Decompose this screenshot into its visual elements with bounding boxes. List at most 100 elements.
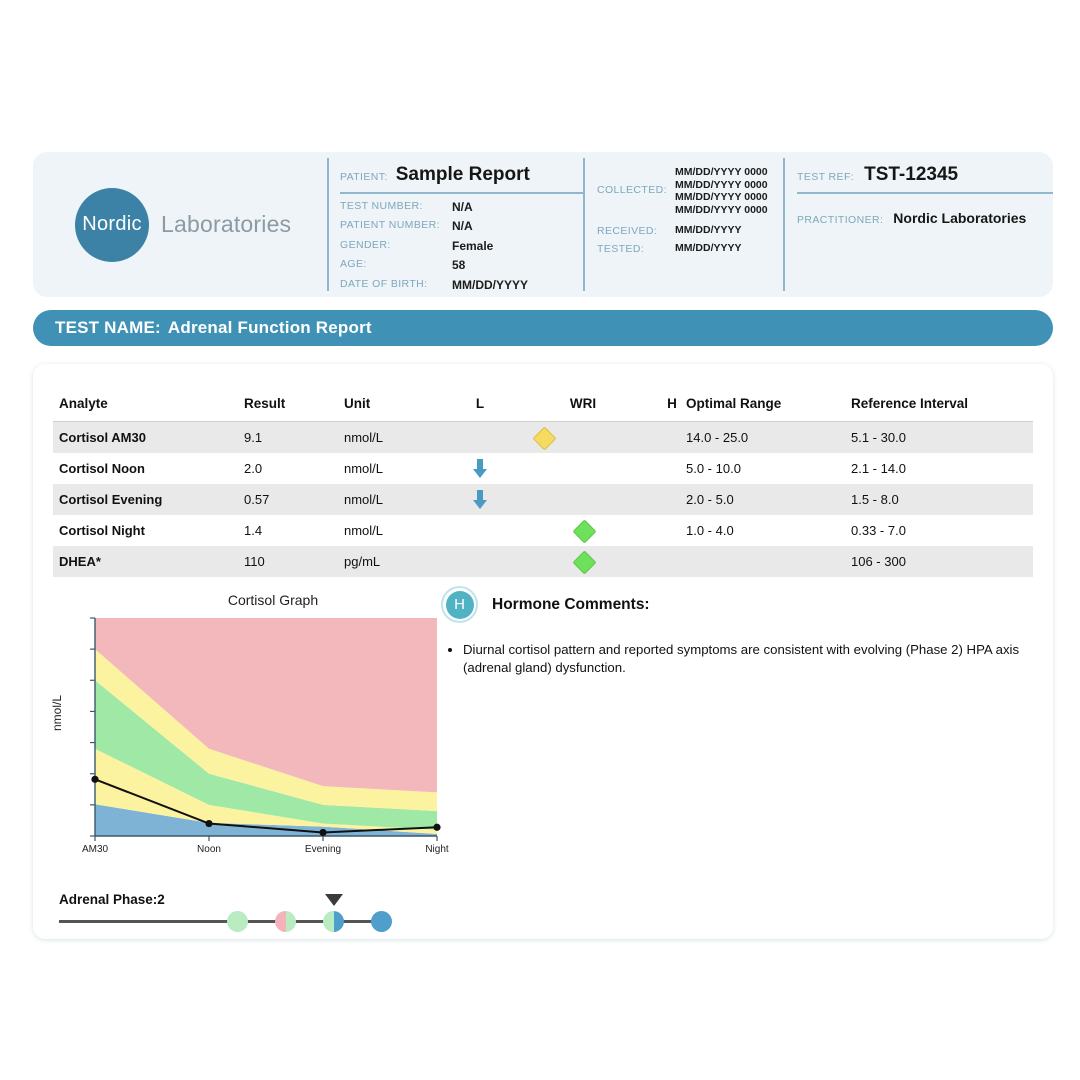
cell-result: 0.57 [244, 484, 344, 515]
collected-row: COLLECTED: MM/DD/YYYY 0000 MM/DD/YYYY 00… [597, 166, 783, 216]
dot-left-half [323, 911, 334, 932]
chart-data-point [433, 823, 441, 831]
collected-date: MM/DD/YYYY 0000 [675, 203, 768, 216]
table-row: Cortisol Noon 2.0 nmol/L 5.0 - 10.0 2.1 … [53, 453, 1033, 484]
field-label: DATE OF BIRTH: [340, 277, 428, 290]
dot-left-half [371, 911, 382, 932]
adrenal-phase-value: 2 [157, 892, 165, 907]
patient-field-row: GENDER: Female [340, 239, 583, 253]
wri-diamond-green-icon [572, 549, 597, 575]
cell-optimal-range [686, 546, 851, 577]
adrenal-phase-label: Adrenal Phase:2 [59, 892, 165, 907]
adrenal-phase-dot[interactable] [323, 911, 344, 932]
chart-xtick: Noon [197, 844, 221, 855]
cell-reference-interval: 0.33 - 7.0 [851, 523, 906, 538]
patient-info-block: PATIENT: Sample Report TEST NUMBER: N/A … [327, 152, 583, 297]
practitioner-value: Nordic Laboratories [893, 210, 1027, 226]
test-name-banner: TEST NAME: Adrenal Function Report [33, 310, 1053, 346]
cell-reference-interval: 106 - 300 [851, 546, 1033, 577]
dot-left-half [275, 911, 286, 932]
field-value: N/A [452, 199, 473, 214]
patient-field-row: PATIENT NUMBER: N/A [340, 219, 583, 233]
adrenal-phase-indicator: Adrenal Phase:2 [55, 892, 455, 934]
cell-low-flag [452, 546, 508, 577]
cell-optimal-range: 1.0 - 4.0 [686, 523, 734, 538]
patient-label: PATIENT: [340, 171, 388, 183]
adrenal-phase-label-text: Adrenal Phase: [59, 892, 158, 907]
chart-svg [90, 617, 441, 841]
adrenal-phase-dot[interactable] [371, 911, 392, 932]
report-body: Analyte Result Unit L WRI H Optimal Rang… [33, 364, 1053, 939]
field-label: TEST NUMBER: [340, 199, 423, 212]
hormone-comments-list: Diurnal cortisol pattern and reported sy… [441, 641, 1021, 676]
patient-field-row: TEST NUMBER: N/A [340, 200, 583, 214]
wri-diamond-green-icon [572, 518, 597, 544]
cell-wri [508, 515, 658, 546]
practitioner-label: PRACTITIONER: [797, 214, 884, 226]
divider-line [327, 158, 329, 291]
cell-analyte: Cortisol Evening [53, 484, 244, 515]
cell-wri [508, 421, 658, 453]
received-label: RECEIVED: [597, 225, 658, 237]
collected-dates: MM/DD/YYYY 0000 MM/DD/YYYY 0000 MM/DD/YY… [675, 166, 768, 216]
table-row: Cortisol Night 1.4 nmol/L 1.0 - 4.0 0.33… [53, 515, 1033, 546]
cell-analyte: Cortisol Night [59, 523, 145, 538]
cell-low-flag [452, 421, 508, 453]
cell-analyte: Cortisol Noon [59, 461, 145, 476]
test-ref-label: TEST REF: [797, 171, 855, 183]
band-optimal-green [95, 680, 437, 830]
logo-circle-icon: Nordic [75, 187, 149, 262]
practitioner-row: PRACTITIONER: Nordic Laboratories [797, 210, 1053, 226]
chart-ytick-group: 05101520253035 [55, 610, 85, 840]
cell-low-flag [452, 515, 508, 546]
cell-result: 1.4 [244, 523, 263, 538]
dot-right-half [237, 911, 248, 932]
cell-result: 2.0 [244, 461, 263, 476]
cell-optimal-range: 2.0 - 5.0 [686, 484, 851, 515]
collection-info-block: COLLECTED: MM/DD/YYYY 0000 MM/DD/YYYY 00… [583, 152, 783, 297]
cell-optimal-range: 5.0 - 10.0 [686, 461, 741, 476]
adrenal-phase-dot[interactable] [275, 911, 296, 932]
tested-value: MM/DD/YYYY [675, 242, 742, 254]
collected-label: COLLECTED: [597, 184, 667, 196]
test-ref-value: TST-12345 [864, 164, 959, 185]
brand-logo: Nordic Laboratories [33, 152, 328, 297]
field-label: AGE: [340, 258, 367, 270]
arrow-down-icon [472, 458, 488, 479]
dot-right-half [333, 911, 344, 932]
cell-result: 110 [244, 546, 344, 577]
cell-unit: nmol/L [344, 484, 452, 515]
test-name-title: Adrenal Function Report [167, 318, 372, 337]
patient-name-row: PATIENT: Sample Report [340, 164, 583, 194]
table-header-row: Analyte Result Unit L WRI H Optimal Rang… [53, 396, 1033, 422]
col-analyte: Analyte [53, 396, 244, 422]
col-optimal-range: Optimal Range [686, 396, 851, 422]
field-value: N/A [452, 219, 473, 233]
results-table: Analyte Result Unit L WRI H Optimal Rang… [53, 396, 1033, 577]
cell-wri [508, 546, 658, 577]
arrow-down-icon [472, 489, 488, 510]
chart-xtick: Night [425, 844, 449, 855]
chart-data-line [94, 778, 438, 834]
test-name-prefix: TEST NAME: [55, 318, 161, 337]
adrenal-phase-dot[interactable] [227, 911, 248, 932]
cell-high-flag [658, 546, 686, 577]
band-above-optimal-yellow [95, 649, 437, 812]
col-low-flag: L [452, 396, 508, 422]
col-result: Result [244, 396, 344, 422]
hormone-comments: H Hormone Comments: Diurnal cortisol pat… [441, 586, 1021, 676]
band-low-blue [95, 804, 437, 836]
divider-line [583, 158, 585, 291]
cell-reference-interval: 2.1 - 14.0 [851, 461, 906, 476]
field-value: Female [452, 238, 494, 253]
table-body: Cortisol AM30 9.1 nmol/L 14.0 - 25.0 5.1… [53, 421, 1033, 577]
logo-circle-text: Nordic [82, 213, 142, 235]
wri-diamond-yellow-icon [532, 425, 557, 451]
dot-right-half [381, 911, 392, 932]
hormone-comments-title: Hormone Comments: [492, 595, 650, 613]
received-row: RECEIVED: MM/DD/YYYY [597, 224, 783, 237]
table-row: Cortisol AM30 9.1 nmol/L 14.0 - 25.0 5.1… [53, 421, 1033, 453]
tested-row: TESTED: MM/DD/YYYY [597, 242, 783, 255]
cell-high-flag [658, 515, 686, 546]
